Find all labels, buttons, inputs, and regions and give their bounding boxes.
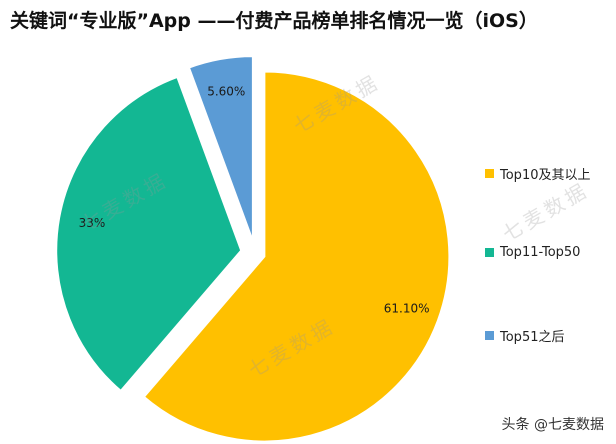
legend-item-top10: Top10及其以上	[485, 164, 590, 183]
legend-swatch-top51	[485, 331, 494, 340]
chart-title: 关键词“专业版”App ——付费产品榜单排名情况一览（iOS）	[10, 10, 538, 32]
slice-top10	[142, 70, 451, 443]
data-label-top11-50: 33%	[79, 216, 106, 230]
slice-top11-50	[55, 75, 243, 393]
legend-label-top51: Top51之后	[500, 330, 565, 345]
legend-label-top11-50: Top11-Top50	[500, 245, 581, 260]
legend-swatch-top11-50	[485, 248, 494, 257]
data-label-top10: 61.10%	[384, 302, 430, 316]
legend-item-top11-50: Top11-Top50	[485, 245, 580, 260]
slice-top51	[187, 55, 254, 242]
footer-brand: 头条 @七麦数据	[501, 417, 604, 433]
legend-swatch-top10	[485, 169, 494, 178]
legend-label-top10: Top10及其以上	[500, 168, 591, 183]
legend-item-top51: Top51之后	[485, 326, 564, 345]
data-label-top51: 5.60%	[207, 84, 245, 98]
